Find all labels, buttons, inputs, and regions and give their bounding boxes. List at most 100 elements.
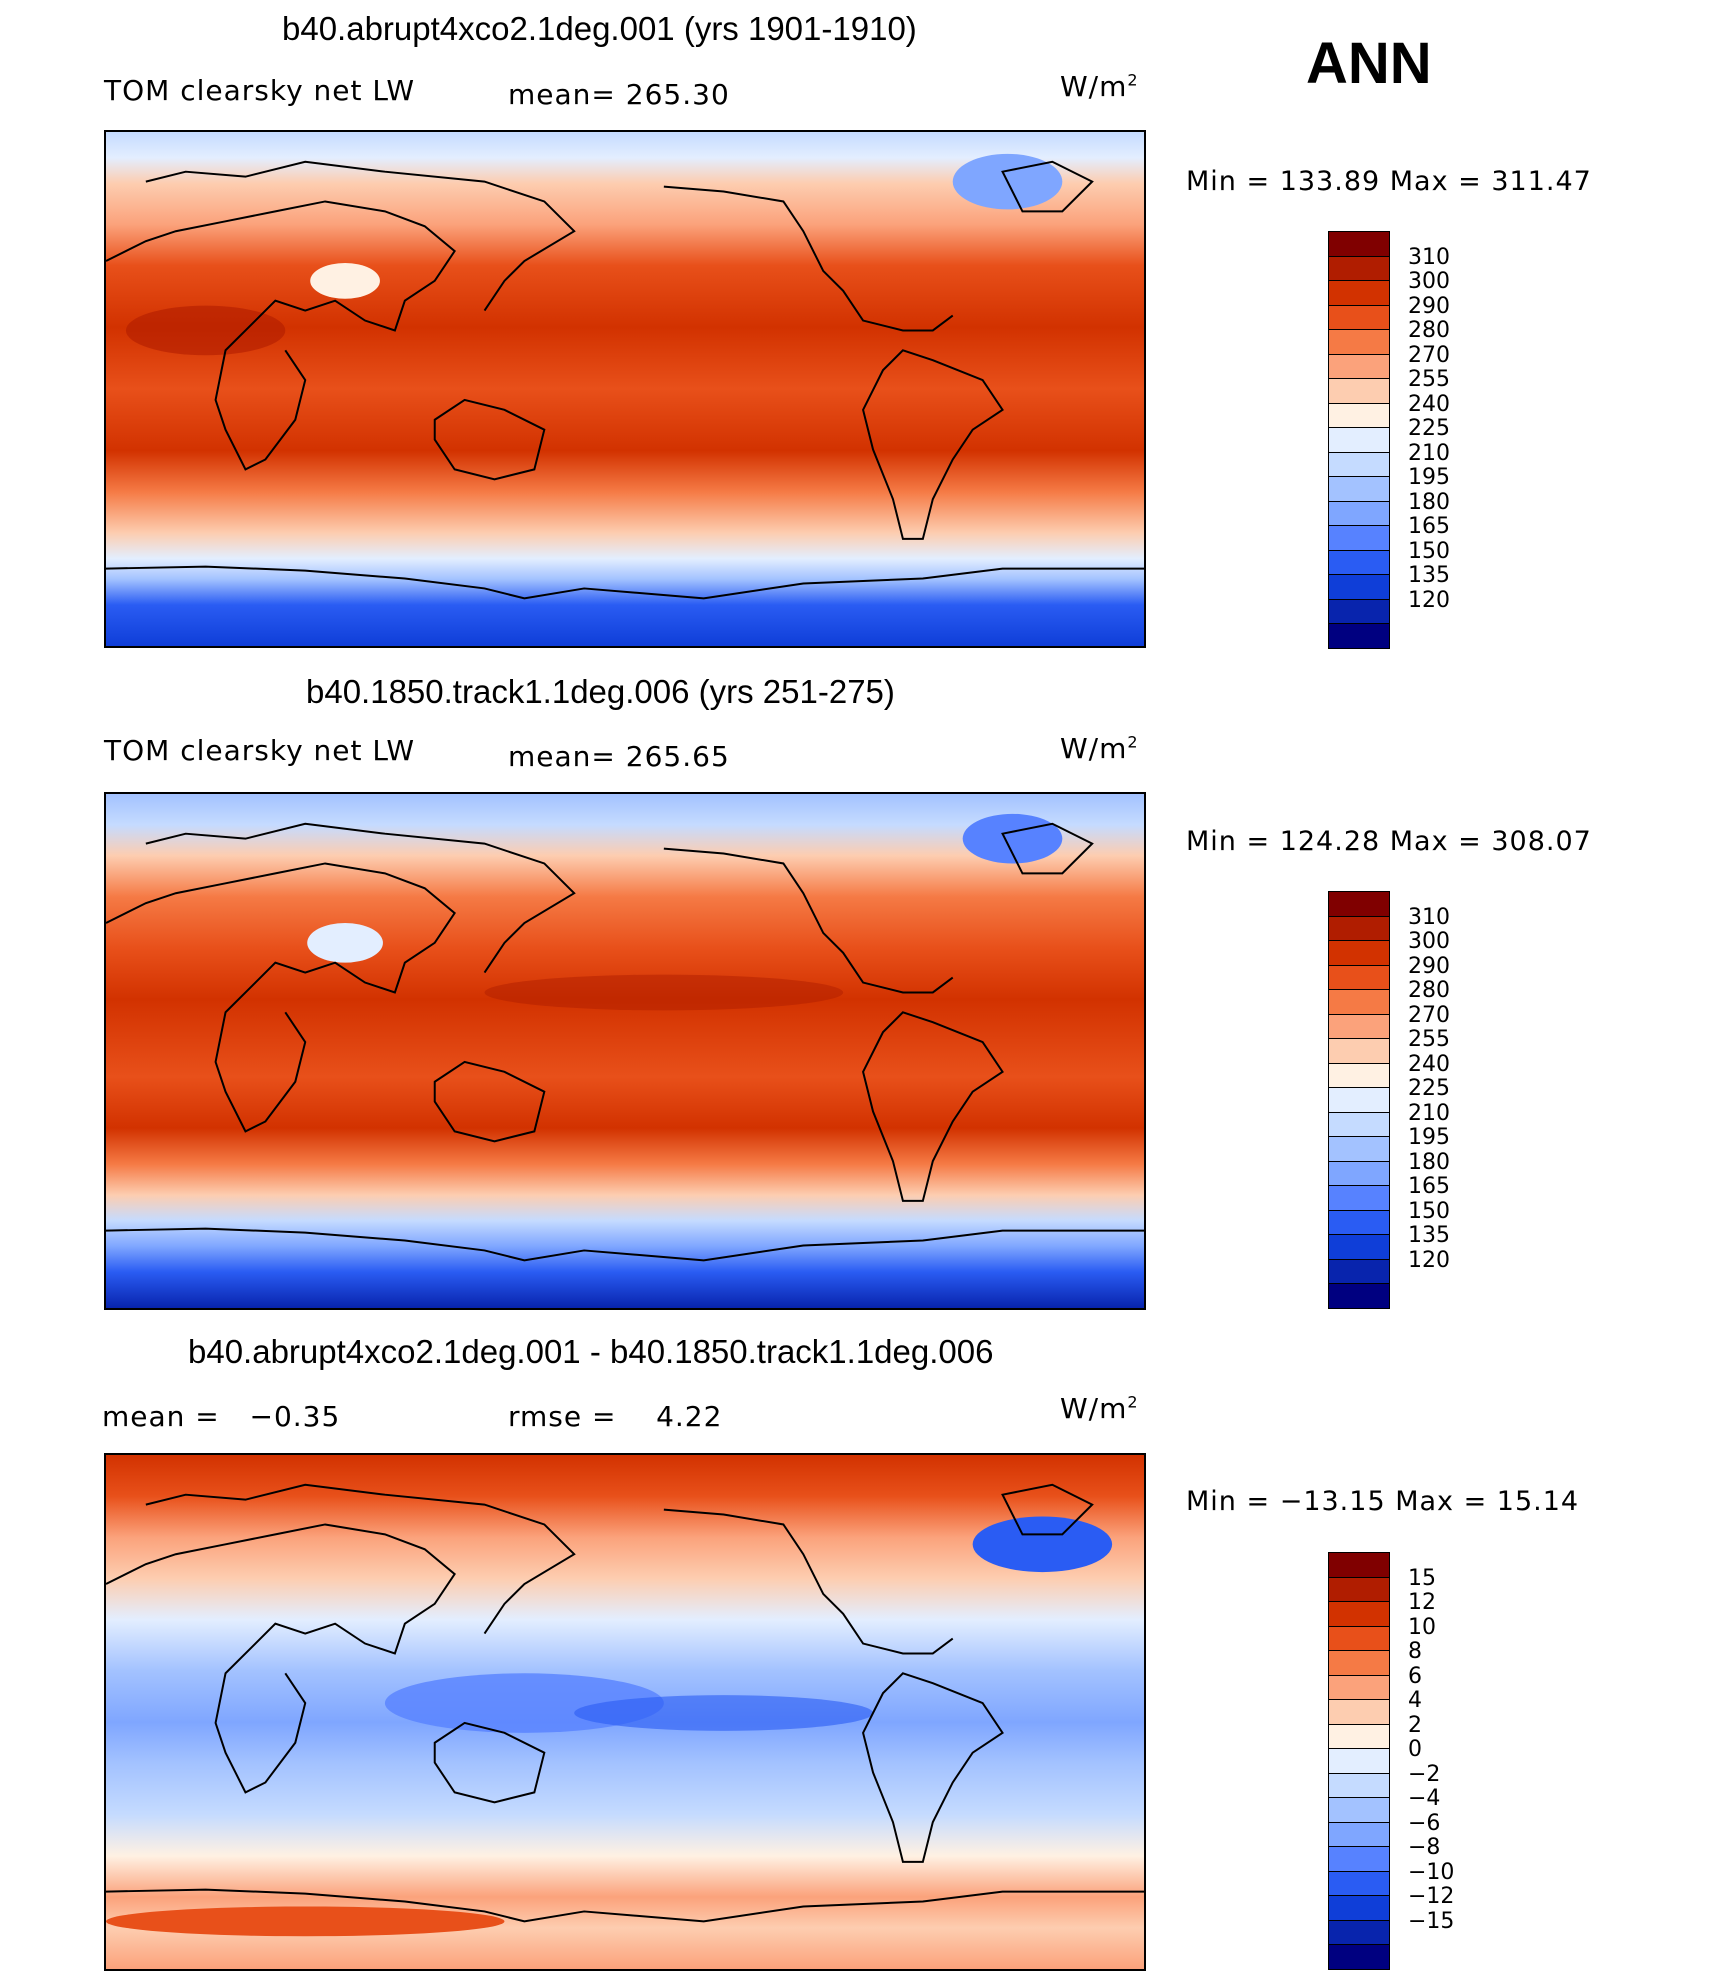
colorbar-swatch	[1328, 1895, 1390, 1921]
colorbar-swatch	[1328, 353, 1390, 379]
colorbar-swatch	[1328, 1650, 1390, 1676]
colorbar-swatch	[1328, 500, 1390, 526]
panel2-greenland	[962, 813, 1063, 864]
colorbar-tick-label: −4	[1408, 1786, 1441, 1811]
panel1-variable-label: TOM clearsky net LW	[104, 74, 416, 107]
colorbar-tick-label: −8	[1408, 1835, 1441, 1860]
colorbar-swatch	[1328, 1013, 1390, 1039]
season-label: ANN	[1306, 31, 1432, 96]
colorbar-tick-label: 310	[1408, 244, 1450, 270]
panel3-min-max: Min = −13.15 Max = 15.14	[1186, 1486, 1580, 1517]
colorbar-tick-label: 255	[1408, 367, 1450, 392]
panel3-north-atlantic-cooling	[972, 1516, 1113, 1573]
colorbar-swatch	[1328, 1797, 1390, 1823]
panel1-min-max: Min = 133.89 Max = 311.47	[1186, 166, 1592, 197]
colorbar-swatch	[1328, 378, 1390, 404]
colorbar-tick-label: 180	[1408, 489, 1450, 515]
colorbar-swatch	[1328, 598, 1390, 624]
panel2-tibet	[307, 922, 383, 963]
panel1-tibet	[310, 262, 380, 299]
colorbar-tick-label: 255	[1408, 1027, 1450, 1052]
colorbar-swatch	[1328, 329, 1390, 355]
colorbar-tick-label: 180	[1408, 1149, 1450, 1175]
colorbar-swatch	[1328, 1748, 1390, 1774]
panel3-pacific-cooling	[574, 1695, 874, 1731]
colorbar-tick-label: 270	[1408, 1002, 1450, 1028]
colorbar-swatch	[1328, 1772, 1390, 1798]
colorbar-swatch	[1328, 1111, 1390, 1137]
colorbar-swatch	[1328, 1552, 1390, 1578]
panel2-units-text: W/m	[1060, 732, 1128, 765]
colorbar-tick-label: 300	[1408, 929, 1450, 954]
colorbar-tick-label: −10	[1408, 1859, 1455, 1885]
panel1-coastlines	[106, 160, 1144, 600]
panel1-mean: mean= 265.30	[508, 78, 730, 111]
panel3-map	[104, 1453, 1146, 1971]
panel3-rmse-value: 4.22	[656, 1400, 723, 1433]
colorbar-tick-label: 195	[1408, 1125, 1450, 1150]
colorbar-swatch	[1328, 915, 1390, 941]
panel3-units-sup: 2	[1127, 1392, 1139, 1412]
colorbar-swatch	[1328, 1576, 1390, 1602]
colorbar-tick-label: 210	[1408, 1100, 1450, 1126]
panel1-sahara	[125, 305, 286, 356]
panel3-mean-label: mean =	[102, 1400, 220, 1433]
colorbar-tick-label: −2	[1408, 1761, 1441, 1787]
colorbar-swatch	[1328, 623, 1390, 649]
panel2-mean-label: mean=	[508, 740, 616, 773]
panel1-mean-value: 265.30	[625, 78, 730, 111]
colorbar-swatch	[1328, 549, 1390, 575]
colorbar-swatch	[1328, 476, 1390, 502]
colorbar-swatch	[1328, 1185, 1390, 1211]
colorbar-tick-label: 12	[1408, 1590, 1436, 1615]
colorbar-swatch	[1328, 1944, 1390, 1970]
panel3-units-text: W/m	[1060, 1392, 1128, 1425]
colorbar-tick-label: 4	[1408, 1688, 1422, 1713]
colorbar-swatch	[1328, 989, 1390, 1015]
panel3-rmse-label: rmse =	[508, 1400, 617, 1433]
colorbar-swatch	[1328, 1062, 1390, 1088]
panel1-field	[106, 132, 1144, 646]
colorbar-tick-label: 240	[1408, 391, 1450, 417]
colorbar-swatch	[1328, 1919, 1390, 1945]
colorbar-tick-label: −12	[1408, 1884, 1455, 1909]
colorbar-tick-label: 120	[1408, 1247, 1450, 1273]
colorbar-swatch	[1328, 1870, 1390, 1896]
panel2-pacific-band	[484, 974, 844, 1011]
colorbar-swatch	[1328, 1283, 1390, 1309]
colorbar-tick-label: 210	[1408, 440, 1450, 466]
colorbar-swatch	[1328, 1601, 1390, 1627]
panel2-mean-value: 265.65	[625, 740, 730, 773]
colorbar-swatch	[1328, 1846, 1390, 1872]
colorbar-tick-label: 0	[1408, 1737, 1422, 1762]
colorbar-tick-label: 240	[1408, 1051, 1450, 1077]
panel2-map	[104, 792, 1146, 1310]
colorbar-tick-label: 150	[1408, 1198, 1450, 1224]
panel3-southern-warming	[106, 1906, 505, 1937]
panel2-units: W/m2	[1060, 732, 1139, 765]
panel1-title: b40.abrupt4xco2.1deg.001 (yrs 1901-1910)	[282, 10, 917, 47]
panel2-colorbar	[1328, 891, 1390, 1309]
panel2-coastlines	[106, 822, 1144, 1262]
colorbar-swatch	[1328, 231, 1390, 257]
colorbar-swatch	[1328, 1160, 1390, 1186]
panel3-rmse: rmse = 4.22	[508, 1400, 722, 1433]
colorbar-tick-label: 6	[1408, 1663, 1422, 1689]
colorbar-swatch	[1328, 891, 1390, 917]
colorbar-swatch	[1328, 964, 1390, 990]
colorbar-tick-label: 300	[1408, 269, 1450, 294]
panel1-map	[104, 130, 1146, 648]
colorbar-swatch	[1328, 255, 1390, 281]
colorbar-tick-label: 290	[1408, 953, 1450, 979]
panel1-mean-label: mean=	[508, 78, 616, 111]
colorbar-swatch	[1328, 280, 1390, 306]
panel3-mean: mean = −0.35	[102, 1400, 340, 1433]
colorbar-swatch	[1328, 1821, 1390, 1847]
colorbar-swatch	[1328, 1625, 1390, 1651]
colorbar-tick-label: 10	[1408, 1614, 1436, 1640]
colorbar-tick-label: 8	[1408, 1639, 1422, 1664]
colorbar-tick-label: −15	[1408, 1908, 1455, 1934]
panel2-mean: mean= 265.65	[508, 740, 730, 773]
panel1-colorbar	[1328, 231, 1390, 649]
colorbar-swatch	[1328, 525, 1390, 551]
